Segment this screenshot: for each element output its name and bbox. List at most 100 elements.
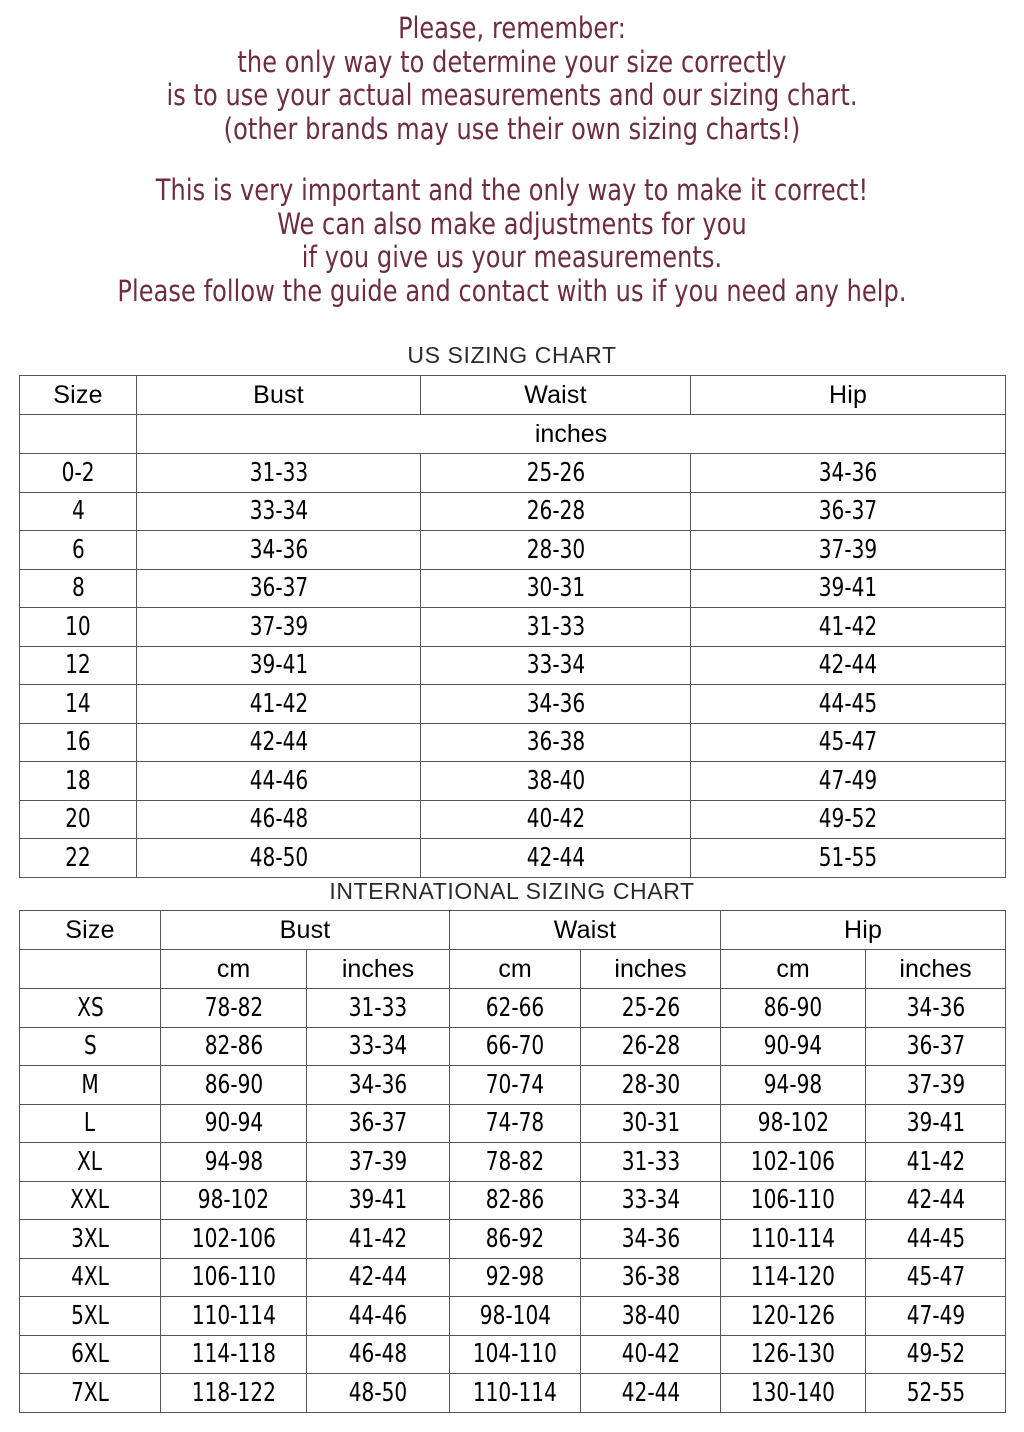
table-row: 22 48-50 42-44 51-55 <box>19 838 1006 878</box>
cell-size: 0-2 <box>19 453 137 493</box>
us-sizing-table: Size Bust Waist Hip inches 0-2 31-33 25-… <box>19 375 1006 878</box>
table-row: 4XL 106-110 42-44 92-98 36-38 114-120 45… <box>19 1257 1007 1297</box>
cell-size: 4XL <box>19 1257 161 1297</box>
table-row: 18 44-46 38-40 47-49 <box>19 761 1006 801</box>
cell-waist-in: 34-36 <box>580 1219 722 1259</box>
cell-bust: 48-50 <box>136 838 421 878</box>
cell-hip-cm: 94-98 <box>720 1065 867 1105</box>
cell-waist: 40-42 <box>420 799 691 839</box>
table-row: XS 78-82 31-33 62-66 25-26 86-90 34-36 <box>19 988 1007 1028</box>
table-row: M 86-90 34-36 70-74 28-30 94-98 37-39 <box>19 1065 1007 1105</box>
cell-hip: 51-55 <box>690 838 1006 878</box>
cell-waist: 38-40 <box>420 761 691 801</box>
cell-bust: 37-39 <box>136 607 421 647</box>
table-row: 5XL 110-114 44-46 98-104 38-40 120-126 4… <box>19 1296 1007 1336</box>
cell-waist-in: 38-40 <box>580 1296 722 1336</box>
cell-bust-in: 33-34 <box>305 1026 451 1066</box>
unit-header-waist-inches: inches <box>580 949 722 989</box>
intro-line: We can also make adjustments for you <box>277 206 747 241</box>
cell-size: 3XL <box>19 1219 161 1259</box>
cell-waist: 36-38 <box>420 722 691 762</box>
column-header-bust: Bust <box>136 375 421 415</box>
cell-waist-in: 26-28 <box>580 1026 722 1066</box>
intro-line: Please follow the guide and contact with… <box>117 273 907 308</box>
column-header-hip: Hip <box>720 910 1007 950</box>
cell-waist-cm: 104-110 <box>449 1334 582 1374</box>
cell-size: L <box>19 1103 161 1143</box>
table-row: 6XL 114-118 46-48 104-110 40-42 126-130 … <box>19 1334 1007 1374</box>
cell-hip-cm: 98-102 <box>720 1103 867 1143</box>
cell-waist-in: 31-33 <box>580 1142 722 1182</box>
cell-hip-in: 37-39 <box>865 1065 1007 1105</box>
cell-waist-cm: 98-104 <box>449 1296 582 1336</box>
table-row: 8 36-37 30-31 39-41 <box>19 568 1006 608</box>
cell-waist-cm: 70-74 <box>449 1065 582 1105</box>
cell-waist-cm: 78-82 <box>449 1142 582 1182</box>
cell-bust-cm: 114-118 <box>160 1334 307 1374</box>
cell-waist-cm: 110-114 <box>449 1373 582 1413</box>
table-row: 20 46-48 40-42 49-52 <box>19 799 1006 839</box>
cell-bust-cm: 102-106 <box>160 1219 307 1259</box>
cell-bust-cm: 106-110 <box>160 1257 307 1297</box>
cell-hip-in: 42-44 <box>865 1180 1007 1220</box>
cell-hip-cm: 86-90 <box>720 988 867 1028</box>
cell-hip-cm: 130-140 <box>720 1373 867 1413</box>
unit-row-blank <box>19 414 137 454</box>
cell-size: 5XL <box>19 1296 161 1336</box>
cell-waist-cm: 74-78 <box>449 1103 582 1143</box>
cell-hip-cm: 126-130 <box>720 1334 867 1374</box>
column-header-bust: Bust <box>159 910 451 950</box>
cell-hip: 42-44 <box>690 645 1006 685</box>
cell-waist: 30-31 <box>420 568 691 608</box>
cell-hip-in: 45-47 <box>865 1257 1007 1297</box>
cell-hip-cm: 90-94 <box>720 1026 867 1066</box>
cell-waist: 33-34 <box>420 645 691 685</box>
cell-hip-in: 52-55 <box>865 1373 1007 1413</box>
table-row: 16 42-44 36-38 45-47 <box>19 722 1006 762</box>
cell-hip-in: 39-41 <box>865 1103 1007 1143</box>
cell-waist: 34-36 <box>420 684 691 724</box>
cell-size: XL <box>19 1142 161 1182</box>
cell-waist-in: 40-42 <box>580 1334 722 1374</box>
cell-size: XXL <box>19 1180 161 1220</box>
cell-bust: 46-48 <box>136 799 421 839</box>
unit-header-bust-cm: cm <box>160 949 307 989</box>
cell-bust: 34-36 <box>136 530 421 570</box>
cell-hip-in: 41-42 <box>865 1142 1007 1182</box>
cell-size: 8 <box>19 568 137 608</box>
intro-line: if you give us your measurements. <box>301 240 723 274</box>
cell-hip: 34-36 <box>690 453 1006 493</box>
cell-bust-cm: 98-102 <box>160 1180 307 1220</box>
cell-bust-cm: 110-114 <box>160 1296 307 1336</box>
table-row: XXL 98-102 39-41 82-86 33-34 106-110 42-… <box>19 1180 1007 1220</box>
cell-waist: 25-26 <box>420 453 691 493</box>
cell-bust: 41-42 <box>136 684 421 724</box>
cell-bust-in: 41-42 <box>305 1219 451 1259</box>
intro-line: (other brands may use their own sizing c… <box>223 111 801 146</box>
cell-waist-in: 42-44 <box>580 1373 722 1413</box>
cell-size: 4 <box>19 491 137 531</box>
cell-bust-cm: 86-90 <box>160 1065 307 1105</box>
cell-hip: 49-52 <box>690 799 1006 839</box>
cell-waist: 31-33 <box>420 607 691 647</box>
cell-bust-in: 42-44 <box>305 1257 451 1297</box>
cell-hip-in: 44-45 <box>865 1219 1007 1259</box>
cell-waist-in: 25-26 <box>580 988 722 1028</box>
table-header-row: Size Bust Waist Hip <box>19 910 1007 950</box>
cell-bust-in: 44-46 <box>305 1296 451 1336</box>
table-row: S 82-86 33-34 66-70 26-28 90-94 36-37 <box>19 1026 1007 1066</box>
cell-waist-cm: 62-66 <box>449 988 582 1028</box>
column-header-hip: Hip <box>690 375 1006 415</box>
cell-hip-cm: 110-114 <box>720 1219 867 1259</box>
cell-hip-cm: 120-126 <box>720 1296 867 1336</box>
unit-header-waist-cm: cm <box>449 949 582 989</box>
cell-size: M <box>19 1065 161 1105</box>
cell-waist-in: 28-30 <box>580 1065 722 1105</box>
unit-header-hip-cm: cm <box>720 949 867 989</box>
intro-line: Please, remember: <box>398 11 626 45</box>
cell-waist: 28-30 <box>420 530 691 570</box>
cell-waist-in: 30-31 <box>580 1103 722 1143</box>
cell-hip: 39-41 <box>690 568 1006 608</box>
cell-bust-cm: 94-98 <box>160 1142 307 1182</box>
